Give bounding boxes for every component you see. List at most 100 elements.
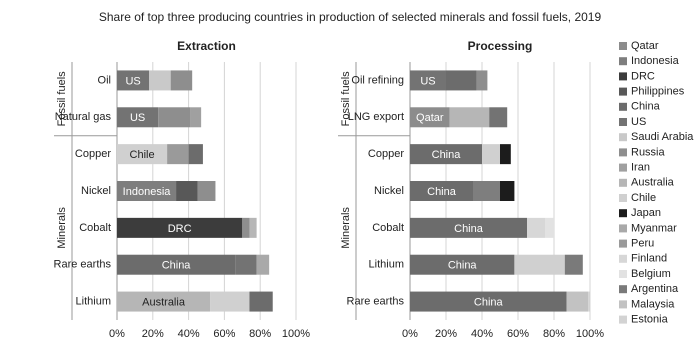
- legend-label: US: [631, 116, 646, 128]
- legend-swatch: [619, 300, 627, 309]
- legend-swatch: [619, 315, 627, 324]
- bar-segment: [235, 254, 257, 275]
- legend-swatch: [619, 194, 627, 202]
- bar-segment: [476, 70, 488, 91]
- legend-label: Russia: [631, 146, 666, 158]
- legend-label: Philippines: [631, 86, 685, 98]
- bar-segment: [566, 291, 589, 312]
- x-tick-label: 60%: [507, 328, 529, 340]
- x-tick-label: 40%: [471, 328, 493, 340]
- y-tick-label: Oil refining: [351, 74, 404, 86]
- legend-swatch: [619, 72, 627, 81]
- bar-label: Chile: [130, 149, 155, 161]
- bar-segment: [545, 217, 554, 238]
- bar-segment: [256, 254, 270, 275]
- bar-segment: [117, 217, 243, 238]
- bar-segment: [446, 70, 477, 91]
- bar-label: DRC: [168, 223, 192, 235]
- legend-swatch: [619, 57, 627, 66]
- y-tick-label: Nickel: [81, 185, 111, 197]
- legend-label: Chile: [631, 192, 656, 204]
- legend-swatch: [619, 239, 627, 248]
- legend-swatch: [619, 209, 627, 218]
- bar-segment: [117, 144, 168, 165]
- bar-segment: [489, 107, 508, 128]
- legend-label: Finland: [631, 253, 667, 265]
- bar-segment: [117, 291, 211, 312]
- group-label: Minerals: [56, 207, 68, 249]
- bar-segment: [449, 107, 490, 128]
- legend-label: Malaysia: [631, 298, 675, 310]
- legend-label: Indonesia: [631, 55, 680, 67]
- bar-segment: [242, 217, 250, 238]
- legend-label: Iran: [631, 162, 650, 174]
- legend-label: DRC: [631, 70, 655, 82]
- bar-segment: [410, 217, 527, 238]
- bar-segment: [249, 217, 257, 238]
- y-tick-label: Nickel: [374, 185, 404, 197]
- y-tick-label: Cobalt: [372, 222, 404, 234]
- legend-swatch: [619, 133, 627, 142]
- y-tick-label: Copper: [75, 148, 111, 160]
- bar-segment: [167, 144, 189, 165]
- x-tick-label: 0%: [402, 328, 418, 340]
- legend-label: Australia: [631, 177, 675, 189]
- legend-label: Argentina: [631, 283, 679, 295]
- y-tick-label: Natural gas: [55, 111, 112, 123]
- panel-title: Extraction: [177, 39, 236, 53]
- legend-swatch: [619, 118, 627, 126]
- bar-label: China: [454, 223, 484, 235]
- x-tick-label: 20%: [435, 328, 457, 340]
- bar-segment: [500, 181, 515, 201]
- y-tick-label: Cobalt: [79, 222, 111, 234]
- bar-segment: [249, 291, 273, 312]
- x-tick-label: 80%: [249, 328, 271, 340]
- bar-segment: [188, 144, 203, 165]
- bar-label: Qatar: [416, 112, 444, 124]
- legend-label: Peru: [631, 238, 654, 250]
- legend-swatch: [619, 270, 627, 278]
- group-label: Fossil fuels: [56, 71, 68, 127]
- bar-segment: [117, 107, 159, 128]
- legend-label: China: [631, 101, 661, 113]
- y-tick-label: Oil: [98, 74, 111, 86]
- x-tick-label: 0%: [109, 328, 125, 340]
- x-tick-label: 100%: [576, 328, 604, 340]
- bar-segment: [190, 107, 202, 128]
- x-tick-label: 80%: [543, 328, 565, 340]
- bar-segment: [410, 181, 473, 201]
- bar-segment: [564, 254, 583, 275]
- bar-segment: [500, 144, 511, 165]
- y-tick-label: Copper: [368, 148, 404, 160]
- group-label: Fossil fuels: [340, 71, 352, 127]
- bar-segment: [176, 181, 198, 201]
- bar-segment: [158, 107, 191, 128]
- bar-segment: [410, 144, 482, 165]
- bar-label: US: [125, 75, 140, 87]
- bar-label: China: [474, 296, 504, 308]
- chart-title: Share of top three producing countries i…: [99, 10, 602, 24]
- bar-segment: [527, 217, 545, 238]
- bar-label: China: [427, 186, 457, 198]
- bar-segment: [117, 181, 177, 201]
- y-tick-label: Lithium: [76, 295, 111, 307]
- y-tick-label: Rare earths: [54, 259, 112, 271]
- x-tick-label: 60%: [213, 328, 235, 340]
- bar-segment: [482, 144, 500, 165]
- bar-label: Indonesia: [123, 186, 172, 198]
- x-tick-label: 100%: [282, 328, 310, 340]
- bar-segment: [117, 70, 150, 91]
- y-tick-label: Lithium: [369, 259, 404, 271]
- bar-segment: [410, 254, 515, 275]
- x-tick-label: 20%: [142, 328, 164, 340]
- legend-swatch: [619, 163, 627, 172]
- legend-swatch: [619, 42, 627, 50]
- bar-segment: [514, 254, 565, 275]
- bar-segment: [117, 254, 236, 275]
- legend-label: Belgium: [631, 268, 671, 280]
- bar-label: US: [420, 75, 435, 87]
- bar-label: China: [448, 260, 478, 272]
- legend-label: Saudi Arabia: [631, 131, 694, 143]
- bar-segment: [210, 291, 250, 312]
